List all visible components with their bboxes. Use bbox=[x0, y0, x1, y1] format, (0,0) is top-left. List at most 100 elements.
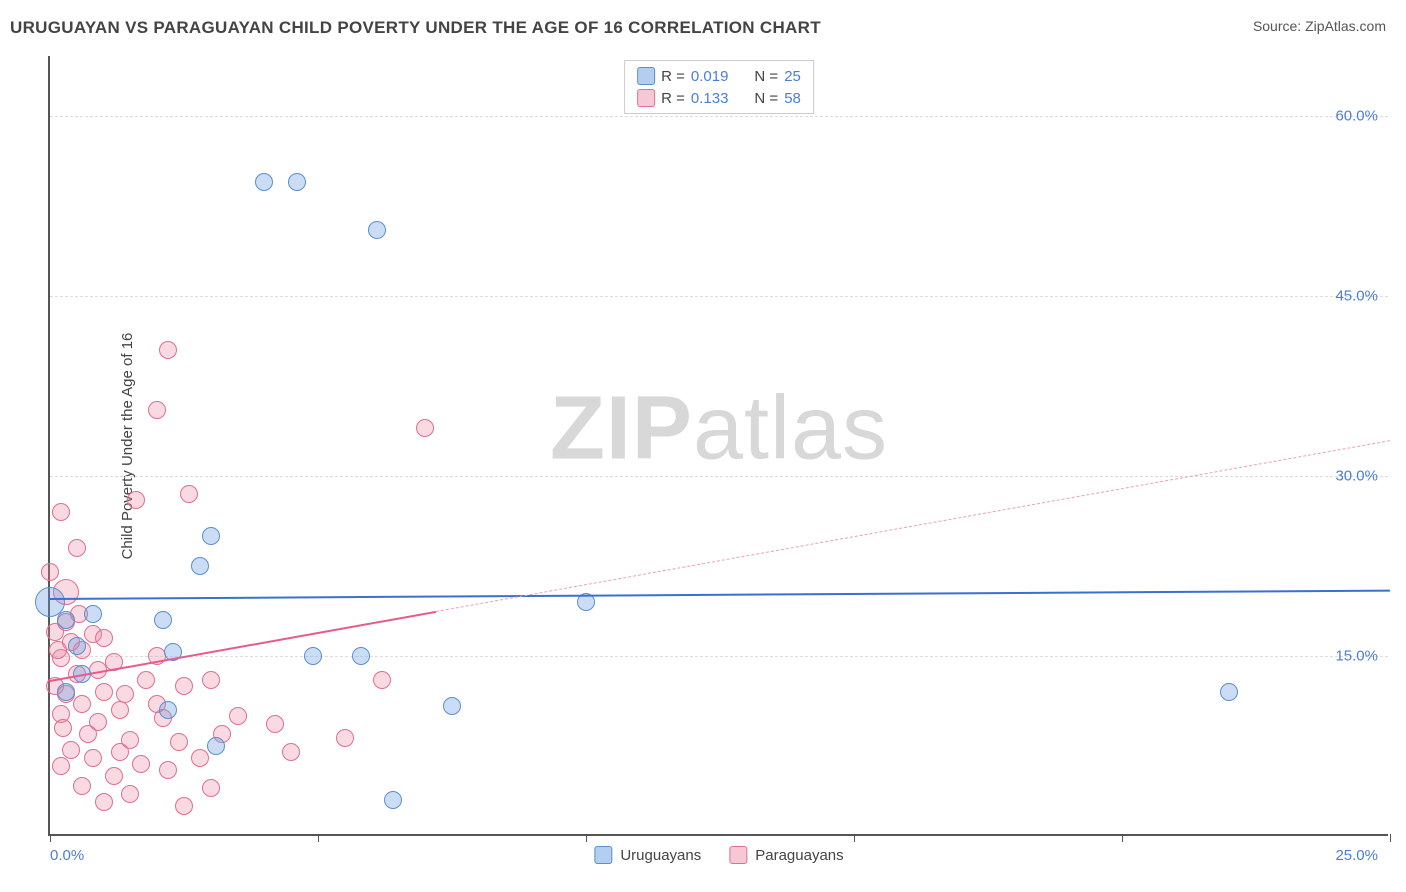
data-point bbox=[1220, 683, 1238, 701]
data-point bbox=[132, 755, 150, 773]
data-point bbox=[62, 741, 80, 759]
data-point bbox=[105, 767, 123, 785]
legend-item: Uruguayans bbox=[594, 846, 701, 864]
data-point bbox=[180, 485, 198, 503]
legend-label: Paraguayans bbox=[755, 847, 843, 864]
legend-swatch bbox=[637, 89, 655, 107]
legend-swatch bbox=[637, 67, 655, 85]
data-point bbox=[111, 743, 129, 761]
data-point bbox=[384, 791, 402, 809]
data-point bbox=[137, 671, 155, 689]
data-point bbox=[84, 749, 102, 767]
y-tick-label: 60.0% bbox=[1335, 108, 1378, 125]
data-point bbox=[159, 701, 177, 719]
data-point bbox=[41, 563, 59, 581]
legend-stat-row: R = 0.019 N = 25 bbox=[637, 65, 801, 87]
r-label: R = bbox=[661, 90, 685, 107]
gridline bbox=[50, 296, 1388, 297]
data-point bbox=[191, 557, 209, 575]
x-tick-label: 25.0% bbox=[1335, 847, 1378, 864]
data-point bbox=[84, 605, 102, 623]
data-point bbox=[57, 683, 75, 701]
data-point bbox=[73, 777, 91, 795]
n-value: 25 bbox=[784, 68, 801, 85]
data-point bbox=[175, 797, 193, 815]
trendline bbox=[50, 590, 1390, 600]
data-point bbox=[95, 793, 113, 811]
y-tick-label: 30.0% bbox=[1335, 468, 1378, 485]
y-tick-label: 15.0% bbox=[1335, 648, 1378, 665]
legend-series: Uruguayans Paraguayans bbox=[594, 846, 843, 864]
data-point bbox=[191, 749, 209, 767]
n-value: 58 bbox=[784, 90, 801, 107]
watermark-bold: ZIP bbox=[550, 379, 693, 479]
data-point bbox=[57, 611, 75, 629]
data-point bbox=[79, 725, 97, 743]
x-tick bbox=[854, 834, 855, 842]
data-point bbox=[282, 743, 300, 761]
r-value: 0.133 bbox=[691, 90, 729, 107]
x-tick-label: 0.0% bbox=[50, 847, 84, 864]
data-point bbox=[443, 697, 461, 715]
chart-container: URUGUAYAN VS PARAGUAYAN CHILD POVERTY UN… bbox=[0, 0, 1406, 892]
source-label: Source: ZipAtlas.com bbox=[1253, 18, 1386, 34]
data-point bbox=[202, 779, 220, 797]
legend-item: Paraguayans bbox=[729, 846, 843, 864]
data-point bbox=[154, 611, 172, 629]
data-point bbox=[288, 173, 306, 191]
r-label: R = bbox=[661, 68, 685, 85]
x-tick bbox=[1122, 834, 1123, 842]
data-point bbox=[148, 401, 166, 419]
data-point bbox=[54, 719, 72, 737]
data-point bbox=[116, 685, 134, 703]
data-point bbox=[52, 503, 70, 521]
legend-label: Uruguayans bbox=[620, 847, 701, 864]
chart-title: URUGUAYAN VS PARAGUAYAN CHILD POVERTY UN… bbox=[10, 18, 821, 38]
data-point bbox=[121, 785, 139, 803]
gridline bbox=[50, 116, 1388, 117]
data-point bbox=[336, 729, 354, 747]
legend-stat-row: R = 0.133 N = 58 bbox=[637, 87, 801, 109]
data-point bbox=[304, 647, 322, 665]
x-tick bbox=[1390, 834, 1391, 842]
x-tick bbox=[50, 834, 51, 842]
data-point bbox=[207, 737, 225, 755]
data-point bbox=[373, 671, 391, 689]
y-tick-label: 45.0% bbox=[1335, 288, 1378, 305]
plot-area: ZIPatlas R =0.019N =25R =0.133N =58 Urug… bbox=[48, 56, 1388, 836]
data-point bbox=[416, 419, 434, 437]
data-point bbox=[52, 757, 70, 775]
source-value: ZipAtlas.com bbox=[1305, 18, 1386, 34]
data-point bbox=[352, 647, 370, 665]
data-point bbox=[159, 341, 177, 359]
source-prefix: Source: bbox=[1253, 18, 1301, 34]
data-point bbox=[175, 677, 193, 695]
x-tick bbox=[318, 834, 319, 842]
data-point bbox=[95, 629, 113, 647]
data-point bbox=[159, 761, 177, 779]
data-point bbox=[127, 491, 145, 509]
trendline bbox=[436, 440, 1390, 612]
data-point bbox=[368, 221, 386, 239]
gridline bbox=[50, 656, 1388, 657]
data-point bbox=[255, 173, 273, 191]
n-label: N = bbox=[754, 90, 778, 107]
x-tick bbox=[586, 834, 587, 842]
data-point bbox=[229, 707, 247, 725]
data-point bbox=[170, 733, 188, 751]
watermark: ZIPatlas bbox=[550, 378, 888, 481]
data-point bbox=[202, 527, 220, 545]
data-point bbox=[266, 715, 284, 733]
watermark-rest: atlas bbox=[693, 379, 888, 479]
legend-swatch bbox=[594, 846, 612, 864]
data-point bbox=[95, 683, 113, 701]
n-label: N = bbox=[754, 68, 778, 85]
legend-swatch bbox=[729, 846, 747, 864]
legend-statistics: R = 0.019 N = 25 R = 0.133 N = 58 bbox=[624, 60, 814, 114]
data-point bbox=[68, 539, 86, 557]
data-point bbox=[202, 671, 220, 689]
data-point bbox=[73, 695, 91, 713]
data-point bbox=[68, 637, 86, 655]
r-value: 0.019 bbox=[691, 68, 729, 85]
data-point bbox=[111, 701, 129, 719]
